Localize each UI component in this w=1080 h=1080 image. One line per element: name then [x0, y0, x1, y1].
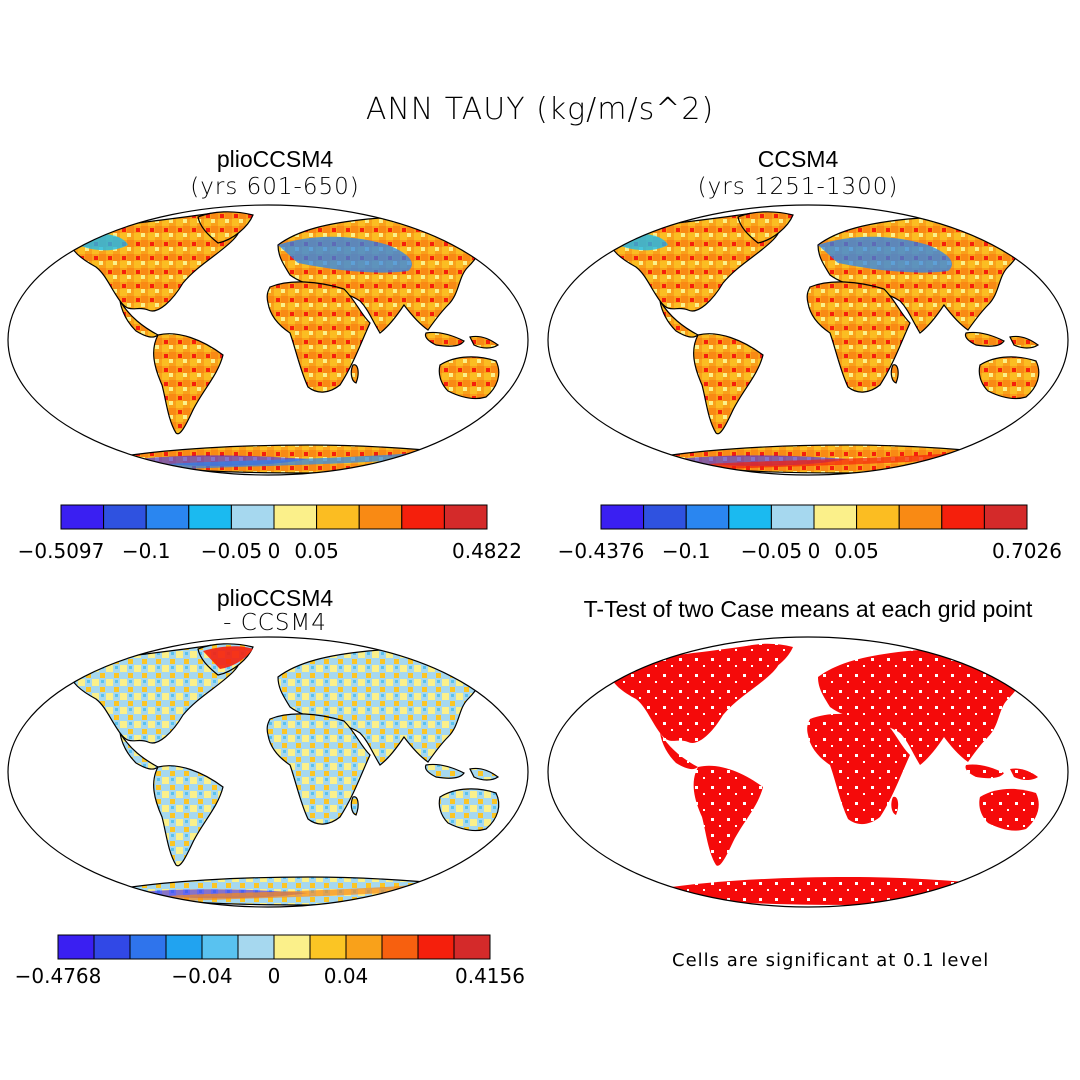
colorbar-tick-label: 0.05	[294, 539, 339, 563]
panel3-colorbar: −0.4768 −0.04 0 0.04 0.4156	[15, 934, 525, 988]
panel2-map-border	[547, 204, 1069, 476]
panel1-title: plioCCSM4	[216, 146, 334, 172]
colorbar-swatch	[417, 934, 455, 960]
colorbar-tick-label: 0	[268, 964, 281, 988]
colorbar-swatch	[230, 504, 275, 530]
colorbar-swatch	[941, 504, 985, 530]
colorbar-tick-label: −0.05	[201, 539, 262, 563]
colorbar-swatch	[237, 934, 275, 960]
colorbar-tick-label: −0.04	[171, 964, 232, 988]
colorbar-swatch	[453, 934, 491, 960]
panel2-subtitle: (yrs 1251-1300)	[697, 174, 899, 200]
panel3-subtitle: - CCSM4	[223, 610, 327, 636]
colorbar-tick-label: −0.1	[662, 539, 711, 563]
panel3-map	[7, 636, 529, 908]
colorbar-swatch	[201, 934, 239, 960]
panel1-colorbar: −0.5097 −0.1 −0.05 0 0.05 0.4822	[18, 504, 522, 563]
colorbar-tick-label: −0.1	[122, 539, 171, 563]
panel2-colorbar: −0.4376 −0.1 −0.05 0 0.05 0.7026	[558, 504, 1062, 563]
colorbar-swatch	[685, 504, 730, 530]
colorbar-swatch	[316, 504, 360, 530]
colorbar-tick-label: −0.05	[741, 539, 802, 563]
colorbar-tick-label: 0.7026	[992, 539, 1062, 563]
colorbar-swatch	[856, 504, 900, 530]
colorbar-swatch	[600, 504, 645, 530]
colorbar-swatch	[381, 934, 419, 960]
panel1-map-border	[7, 204, 529, 476]
colorbar-tick-label: 0.05	[834, 539, 879, 563]
colorbar-swatch	[60, 504, 105, 530]
colorbar-tick-label: 0.4822	[452, 539, 522, 563]
colorbar-tick-label: 0	[808, 539, 821, 563]
panel1-map	[7, 204, 529, 476]
panel4-map-border	[547, 636, 1069, 908]
panel4-map	[547, 636, 1069, 908]
colorbar-tick-label: −0.5097	[18, 539, 105, 563]
colorbar-swatch	[129, 934, 167, 960]
colorbar-swatch	[983, 504, 1028, 530]
panel4-title: T-Test of two Case means at each grid po…	[583, 596, 1033, 622]
colorbar-swatch	[358, 504, 403, 530]
colorbar-tick-label: 0	[268, 539, 281, 563]
colorbar-swatch	[770, 504, 815, 530]
colorbar-tick-label: 0.4156	[455, 964, 525, 988]
panel1-subtitle: (yrs 601-650)	[190, 174, 360, 200]
colorbar-swatch	[188, 504, 232, 530]
colorbar-swatch	[273, 504, 318, 530]
colorbar-swatch	[309, 934, 347, 960]
colorbar-tick-label: 0.04	[324, 964, 369, 988]
significance-note: Cells are significant at 0.1 level	[672, 950, 990, 971]
colorbar-swatch	[813, 504, 858, 530]
colorbar-swatch	[145, 504, 190, 530]
colorbar-tick-label: −0.4768	[15, 964, 102, 988]
panel3-title: plioCCSM4	[216, 585, 334, 611]
panel3-map-border	[7, 636, 529, 908]
colorbar-swatch	[165, 934, 203, 960]
panel2-map	[547, 204, 1069, 476]
colorbar-swatch	[345, 934, 383, 960]
colorbar-swatch	[103, 504, 147, 530]
colorbar-swatch	[57, 934, 95, 960]
colorbar-swatch	[93, 934, 131, 960]
colorbar-swatch	[898, 504, 943, 530]
colorbar-swatch	[728, 504, 772, 530]
colorbar-swatch	[273, 934, 311, 960]
panel2-title: CCSM4	[757, 146, 839, 172]
colorbar-tick-label: −0.4376	[558, 539, 645, 563]
colorbar-swatch	[443, 504, 488, 530]
colorbar-swatch	[401, 504, 445, 530]
colorbar-swatch	[643, 504, 687, 530]
figure-title: ANN TAUY (kg/m/s^2)	[365, 92, 715, 127]
